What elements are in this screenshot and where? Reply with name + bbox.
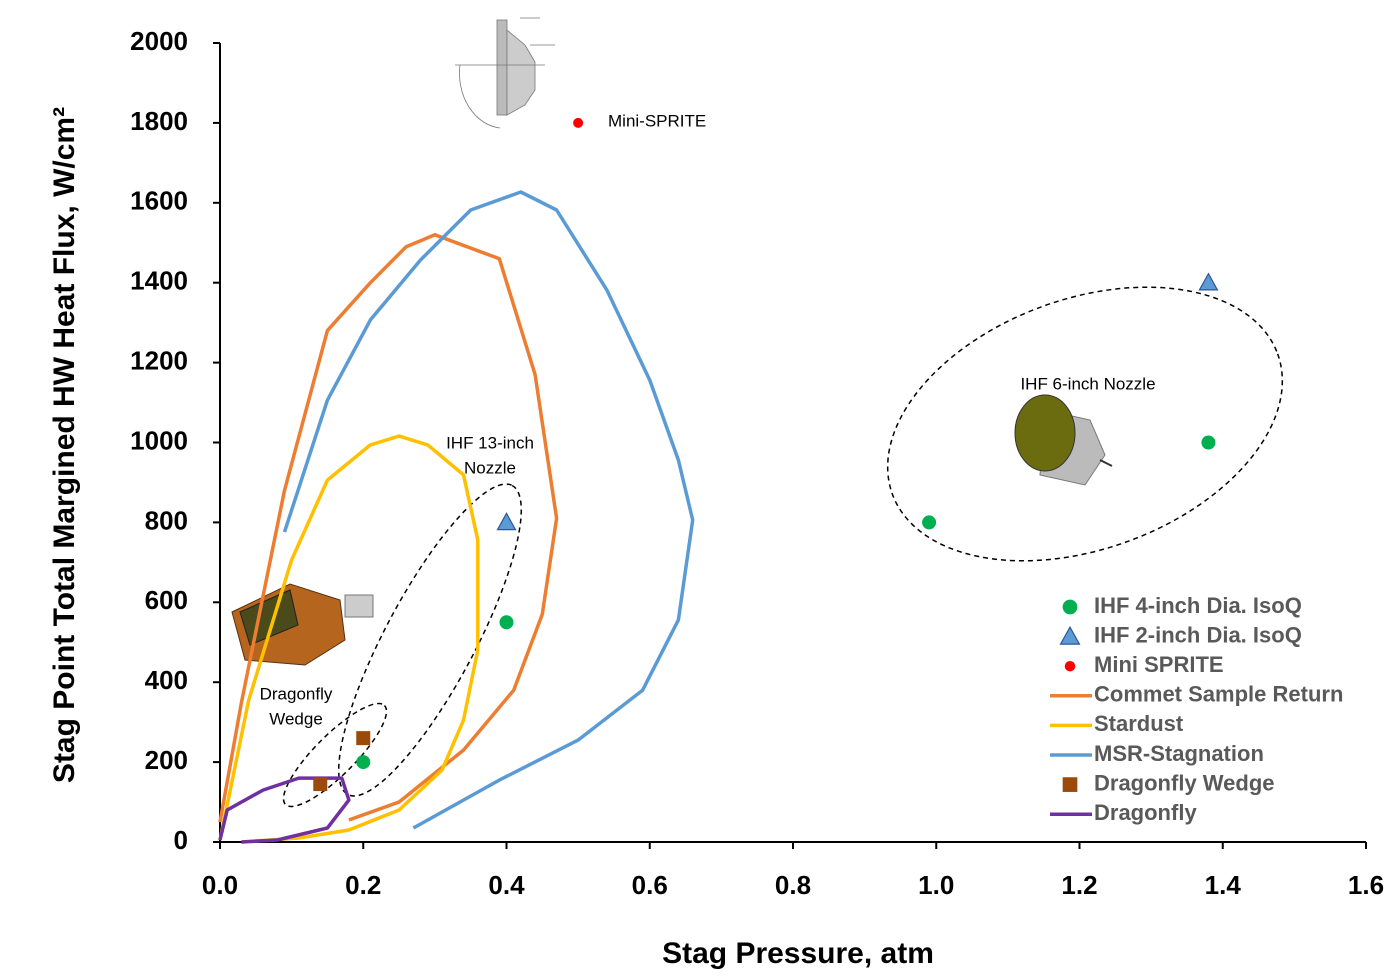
legend-label: Stardust [1094, 711, 1184, 736]
nozzle-image [1015, 395, 1112, 485]
y-tick-label: 200 [145, 745, 188, 775]
y-tick-label: 800 [145, 505, 188, 535]
point [1201, 436, 1215, 450]
point [1199, 274, 1217, 290]
y-tick-label: 2000 [130, 26, 188, 56]
annotation: Nozzle [464, 458, 516, 477]
legend-swatch [1063, 777, 1078, 792]
point [573, 118, 583, 128]
y-tick-label: 1000 [130, 425, 188, 455]
x-tick-label: 1.2 [1061, 870, 1097, 900]
legend-label: IHF 4-inch Dia. IsoQ [1094, 593, 1302, 618]
x-tick-label: 0.0 [202, 870, 238, 900]
legend-label: Commet Sample Return [1094, 682, 1343, 707]
point [922, 515, 936, 529]
x-tick-label: 0.8 [775, 870, 811, 900]
y-axis-title: Stag Point Total Margined HW Heat Flux, … [48, 107, 81, 783]
legend-swatch [1063, 600, 1078, 615]
x-tick-label: 0.4 [488, 870, 525, 900]
y-tick-label: 1400 [130, 266, 188, 296]
x-tick-label: 1.6 [1348, 870, 1384, 900]
y-tick-label: 1200 [130, 345, 188, 375]
point [498, 513, 516, 529]
legend-label: MSR-Stagnation [1094, 741, 1264, 766]
annotation: Wedge [269, 709, 323, 728]
series-line [285, 192, 693, 828]
legend-label: IHF 2-inch Dia. IsoQ [1094, 622, 1302, 647]
y-tick-label: 1600 [130, 186, 188, 216]
y-tick-label: 400 [145, 665, 188, 695]
x-axis-title: Stag Pressure, atm [662, 937, 934, 970]
x-tick-label: 0.2 [345, 870, 381, 900]
point [500, 615, 514, 629]
legend-label: Dragonfly Wedge [1094, 770, 1275, 795]
annotation: Dragonfly [260, 684, 333, 703]
legend-swatch [1061, 627, 1080, 644]
annotation: Mini-SPRITE [608, 111, 706, 130]
annotation: IHF 13-inch [446, 433, 534, 452]
point [356, 731, 370, 745]
y-tick-label: 1800 [130, 106, 188, 136]
point [313, 777, 327, 791]
point [356, 755, 370, 769]
y-tick-label: 600 [145, 585, 188, 615]
schematic-image [455, 18, 555, 128]
annotation: IHF 6-inch Nozzle [1020, 374, 1155, 393]
x-tick-label: 0.6 [632, 870, 668, 900]
x-tick-label: 1.4 [1205, 870, 1242, 900]
legend-label: Dragonfly [1094, 800, 1197, 825]
legend-label: Mini SPRITE [1094, 652, 1224, 677]
chart: Stag Pressure, atm Stag Point Total Marg… [0, 0, 1398, 979]
y-tick-label: 0 [174, 825, 188, 855]
legend-swatch [1065, 661, 1076, 672]
x-tick-label: 1.0 [918, 870, 954, 900]
